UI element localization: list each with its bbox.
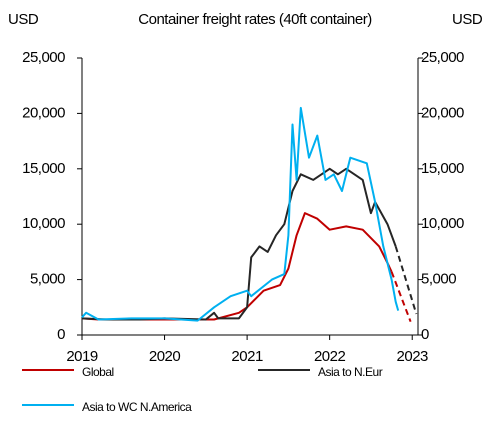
y-tick-label: 10,000	[22, 215, 65, 232]
y2-tick-label: 10,000	[421, 215, 464, 232]
series-line	[81, 106, 400, 322]
y-tick-label: 0	[57, 326, 65, 343]
x-tick-label: 2021	[231, 348, 263, 365]
legend-label: Asia to WC N.America	[82, 400, 192, 414]
series-line	[81, 212, 393, 321]
y-tick-label: 25,000	[22, 49, 65, 66]
series-line	[390, 271, 412, 323]
y-tick-label: 15,000	[22, 160, 65, 177]
y2-tick-label: 0	[421, 326, 429, 343]
x-tick-label: 2022	[314, 348, 346, 365]
series-line	[81, 167, 397, 321]
x-tick-label: 2019	[66, 348, 98, 365]
series-line	[394, 246, 418, 315]
y2-tick-label: 5,000	[421, 271, 456, 288]
legend-label: Asia to N.Eur	[318, 365, 383, 379]
y2-tick-label: 20,000	[421, 104, 464, 121]
y-axis-label: USD	[8, 11, 39, 28]
x-tick-label: 2023	[397, 348, 429, 365]
y2-tick-label: 15,000	[421, 160, 464, 177]
y2-axis-label: USD	[452, 11, 483, 28]
legend-label: Global	[82, 365, 114, 379]
x-tick-label: 2020	[149, 348, 181, 365]
chart-title: Container freight rates (40ft container)	[138, 11, 372, 28]
y-tick-label: 20,000	[22, 104, 65, 121]
y2-tick-label: 25,000	[421, 49, 464, 66]
y-tick-label: 5,000	[30, 271, 65, 288]
